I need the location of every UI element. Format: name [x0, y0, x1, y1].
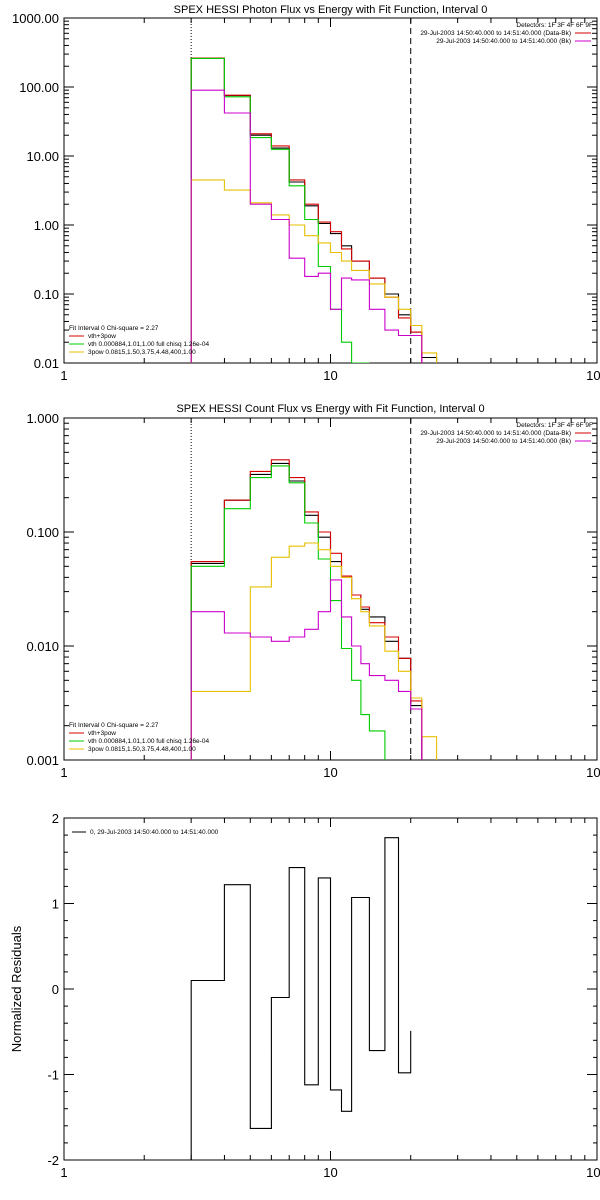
header-text: Detectors: 1F 3F 4F 6F 9F [516, 22, 593, 29]
y-tick-label: 0.001 [26, 753, 59, 768]
fit-legend-title: Fit Interval 0 Chi-square = 2.27 [69, 325, 159, 332]
y-tick-label: 0.10 [34, 287, 59, 302]
y-tick-label: 100.00 [19, 80, 59, 95]
x-tick-label: 10 [323, 1165, 337, 1180]
x-tick-label: 100 [586, 368, 600, 383]
y-tick-label: 10.00 [26, 149, 59, 164]
y-tick-label: 0.100 [26, 525, 59, 540]
x-tick-label: 1 [60, 1165, 67, 1180]
x-tick-label: 10 [323, 368, 337, 383]
chart-3: 1 10 100 -2 -1 0 1 2 Normalized Residuals 0, 29-J… [9, 811, 600, 1180]
series-line-3 [190, 57, 370, 363]
series-line-5 [190, 89, 423, 363]
fit-legend-title: Fit Interval 0 Chi-square = 2.27 [69, 722, 159, 729]
chart-title: SPEX HESSI Photon Flux vs Energy with Fi… [174, 4, 488, 16]
fit-legend-item: vth+3pow [88, 333, 116, 340]
y-tick-label: 0 [52, 982, 59, 997]
x-tick-label: 1 [60, 765, 67, 780]
fit-legend-item: vth 0.000884,1.01,1.00 full chisq 1.26e-… [88, 341, 209, 348]
series-line-4 [190, 542, 438, 760]
series-line-2 [190, 459, 423, 760]
header-text: 29-Jul-2003 14:50:40.000 to 14:51:40.000… [420, 430, 571, 437]
series-line-3 [190, 465, 386, 760]
series-line-4 [190, 179, 438, 363]
series-line-1 [190, 837, 412, 1160]
header-text: 29-Jul-2003 14:50:40.000 to 14:51:40.000… [436, 38, 571, 45]
header-text: 29-Jul-2003 14:50:40.000 to 14:51:40.000… [420, 30, 571, 37]
y-tick-label: 0.010 [26, 639, 59, 654]
chart-1: SPEX HESSI Photon Flux vs Energy with Fi… [12, 4, 600, 383]
plot-frame [63, 17, 598, 364]
fit-legend-item: 3pow 0.0815,1.50,3.75,4.48,400,1.00 [88, 746, 196, 753]
y-tick-label: 1 [52, 897, 59, 912]
header-text: 29-Jul-2003 14:50:40.000 to 14:51:40.000… [436, 438, 571, 445]
series-line-1 [190, 462, 423, 760]
fit-legend-item: vth+3pow [88, 730, 116, 737]
y-tick-label: -2 [47, 1153, 59, 1168]
chart-2: SPEX HESSI Count Flux vs Energy with Fit… [26, 403, 600, 780]
legend-item-label: 0, 29-Jul-2003 14:50:40.000 to 14:51:40.… [90, 829, 219, 836]
y-tick-label: 1000.00 [12, 11, 59, 26]
x-tick-label: 100 [586, 1165, 600, 1180]
y-tick-label: 0.01 [34, 356, 59, 371]
chart-title: SPEX HESSI Count Flux vs Energy with Fit… [176, 403, 484, 415]
y-axis-label: Normalized Residuals [9, 925, 24, 1052]
header-text: Detectors: 1F 3F 4F 6F 9F [516, 422, 593, 429]
x-tick-label: 1 [60, 368, 67, 383]
fit-legend-item: 3pow 0.0815,1.50,3.75,4.48,400,1.00 [88, 349, 196, 356]
y-tick-label: -1 [47, 1068, 59, 1083]
series-line-1 [190, 57, 438, 363]
fit-legend-item: vth 0.000884,1.01,1.00 full chisq 1.26e-… [88, 738, 209, 745]
series-line-2 [190, 57, 423, 363]
y-tick-label: 1.000 [26, 411, 59, 426]
series-line-5 [190, 579, 423, 760]
y-tick-label: 2 [52, 811, 59, 826]
x-tick-label: 10 [323, 765, 337, 780]
y-tick-label: 1.00 [34, 218, 59, 233]
x-tick-label: 100 [586, 765, 600, 780]
